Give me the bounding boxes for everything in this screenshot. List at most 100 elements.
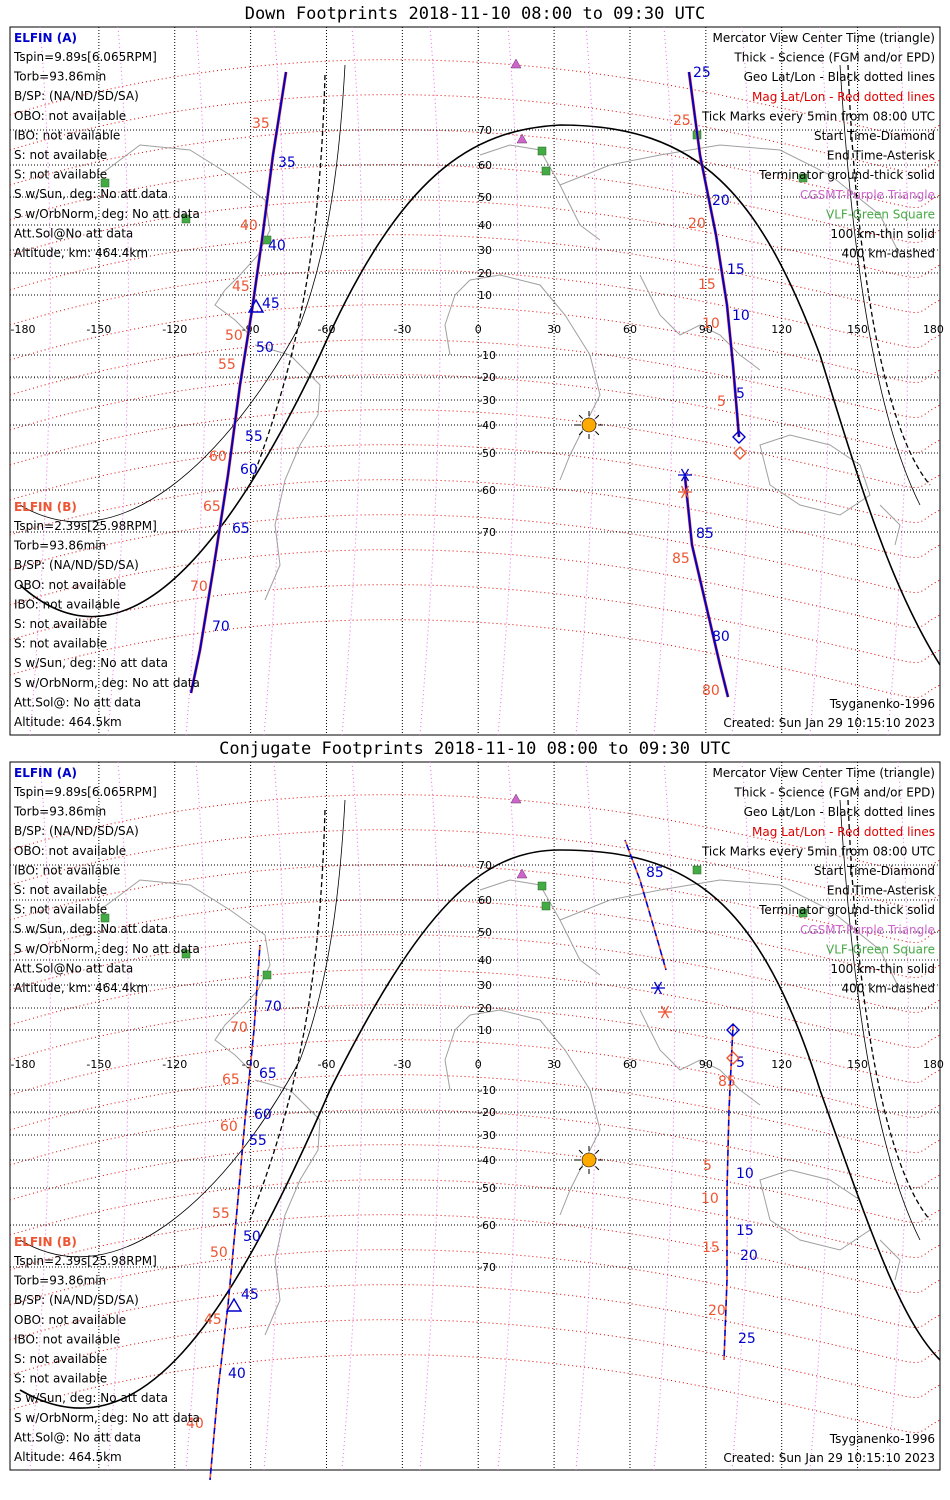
created-timestamp: Created: Sun Jan 29 10:15:10 2023 — [723, 1451, 935, 1465]
legend-item: Mag Lat/Lon - Red dotted lines — [752, 90, 935, 104]
legend-item: Thick - Science (FGM and/or EPD) — [733, 786, 935, 800]
legend-item: Start Time-Diamond — [814, 129, 935, 143]
elfin-b-tick-label: 45 — [232, 279, 250, 295]
lon-tick-label: 0 — [475, 1058, 482, 1071]
legend-item: 400 km-dashed — [841, 247, 935, 261]
elfin-b-tick-label: 80 — [702, 683, 720, 699]
sun-ray — [595, 1166, 600, 1171]
elfin-b-info-line: Tspin=2.39s[25.98RPM] — [13, 1254, 157, 1268]
mag-lat-line — [9, 94, 941, 173]
lon-tick-label: -30 — [393, 323, 411, 336]
vlf-station-square — [798, 908, 808, 918]
mag-lat-line — [9, 899, 941, 978]
mag-lat-line — [9, 1284, 941, 1363]
coastline — [469, 1009, 601, 1216]
elfin-b-info: ELFIN (B) Tspin=2.39s[25.98RPM] Torb=93.86… — [13, 1235, 200, 1464]
terminator-line — [19, 124, 941, 666]
lat-tick-label: 60 — [478, 894, 492, 907]
altitude-100km-line — [19, 799, 346, 1258]
elfin-b-tick-label: 85 — [718, 1074, 736, 1090]
elfin-b-tick-label: 35 — [252, 116, 270, 132]
elfin-b-tick-label: 5 — [703, 1158, 712, 1174]
mag-lat-line — [9, 59, 941, 138]
legend-item: Start Time-Diamond — [814, 864, 935, 878]
elfin-b-tick-label: 5 — [717, 394, 726, 410]
lat-tick-label: 20 — [478, 1002, 492, 1015]
legend-item: Tick Marks every 5min from 08:00 UTC — [701, 109, 935, 123]
lat-tick-label: -20 — [478, 1106, 496, 1119]
lon-tick-label: -30 — [393, 1058, 411, 1071]
elfin-a-tick-label: 25 — [693, 65, 711, 81]
elfin-b-info-line: S w/OrbNorm, deg: No att data — [14, 1411, 200, 1425]
lat-tick-label: -30 — [478, 394, 496, 407]
lat-tick-label: -50 — [478, 1182, 496, 1195]
elfin-b-info-line: OBO: not available — [14, 578, 126, 592]
lat-tick-label: -50 — [478, 447, 496, 460]
end-time-asterisk — [678, 468, 692, 482]
lon-tick-label: 180 — [923, 1058, 944, 1071]
axis-labels: -180 -150 -120 -90 -60 -30 0 30 60 90 120 150 180706… — [11, 859, 944, 1274]
elfin-a-tick-label: 35 — [278, 155, 296, 171]
elfin-b-info-line: B/SP: (NA/ND/SD/SA) — [14, 1293, 139, 1307]
elfin-b-tick-label: 45 — [204, 1312, 222, 1328]
legend-item: 100 km-thin solid — [830, 962, 935, 976]
model-label: Tsyganenko-1996 — [829, 697, 935, 711]
elfin-a-info-line: S: not available — [14, 168, 107, 182]
legend-item: VLF-Green Square — [826, 207, 935, 221]
altitude-400km-line — [249, 74, 326, 486]
lon-tick-label: -150 — [86, 323, 111, 336]
legend: Mercator View Center Time (triangle) Thic… — [701, 31, 935, 261]
mag-lat-line — [9, 514, 941, 593]
elfin-b-tick-label: 50 — [210, 1245, 228, 1261]
lon-tick-label: 150 — [847, 1058, 868, 1071]
lon-tick-label: 30 — [547, 1058, 561, 1071]
legend-item: VLF-Green Square — [826, 942, 935, 956]
geo-grid — [10, 27, 940, 735]
elfin-b-tick-label: 60 — [220, 1119, 238, 1135]
elfin-a-track — [190, 71, 287, 694]
panel-title-down: Down Footprints 2018-11-10 08:00 to 09:3… — [244, 4, 706, 24]
sun-ray — [595, 1149, 600, 1154]
cgsmt-station-triangle — [510, 793, 522, 804]
elfin-a-tick-label: 10 — [732, 308, 750, 324]
elfin-a-tick-label: 85 — [696, 526, 714, 542]
sun-ray — [578, 431, 583, 436]
elfin-a-info-line: OBO: not available — [14, 844, 126, 858]
elfin-a-info-line: B/SP: (NA/ND/SD/SA) — [14, 824, 139, 838]
lon-tick-label: -60 — [317, 323, 335, 336]
cgsmt-station-triangle — [516, 133, 528, 144]
elfin-a-tick-label: 10 — [736, 1166, 754, 1182]
terminator-line — [19, 849, 941, 1409]
coastline — [759, 1169, 871, 1251]
elfin-a-info-line: B/SP: (NA/ND/SD/SA) — [14, 89, 139, 103]
track-tick-labels: 3540455055606570252015105858035404550556… — [190, 65, 750, 699]
elfin-a-info-line: S w/Sun, deg: No att data — [14, 187, 168, 201]
elfin-b-info-line: Tspin=2.39s[25.98RPM] — [13, 519, 157, 533]
map-panel-conjugate: -180 -150 -120 -90 -60 -30 0 30 60 90 120 150 180706… — [9, 761, 944, 1481]
legend-item: End Time-Asterisk — [827, 149, 935, 163]
elfin-b-tick-label: 25 — [673, 113, 691, 129]
elfin-a-tick-label: 70 — [212, 619, 230, 635]
legend-item: Mercator View Center Time (triangle) — [713, 766, 935, 780]
lat-tick-label: -10 — [478, 349, 496, 362]
elfin-a-track — [723, 1024, 734, 1361]
elfin-b-tick-label: 70 — [190, 579, 208, 595]
vlf-station-square — [798, 173, 808, 183]
elfin-a-info-line: Tspin=9.89s[6.065RPM] — [13, 50, 157, 64]
cgsmt-station-triangle — [516, 868, 528, 879]
lat-tick-label: -60 — [478, 1219, 496, 1232]
elfin-b-info-line: Att.Sol@: No att data — [14, 695, 141, 709]
elfin-a-info: ELFIN (A) Tspin=9.89s[6.065RPM] Torb=93.86… — [13, 31, 200, 260]
coastline — [444, 1014, 471, 1091]
mag-lat-line — [9, 934, 941, 1013]
elfin-a-info-line: Att.Sol@No att data — [14, 961, 133, 975]
elfin-a-info-line: S w/OrbNorm, deg: No att data — [14, 942, 200, 956]
elfin-b-info-line: S: not available — [14, 1352, 107, 1366]
coastline — [469, 274, 601, 481]
legend-item: Tick Marks every 5min from 08:00 UTC — [701, 844, 935, 858]
mag-lat-line — [9, 1039, 941, 1118]
lon-tick-label: 120 — [771, 1058, 792, 1071]
elfin-a-track — [688, 71, 740, 438]
legend-item: Thick - Science (FGM and/or EPD) — [733, 51, 935, 65]
elfin-a-info: ELFIN (A) Tspin=9.89s[6.065RPM] Torb=93.86… — [13, 766, 200, 995]
